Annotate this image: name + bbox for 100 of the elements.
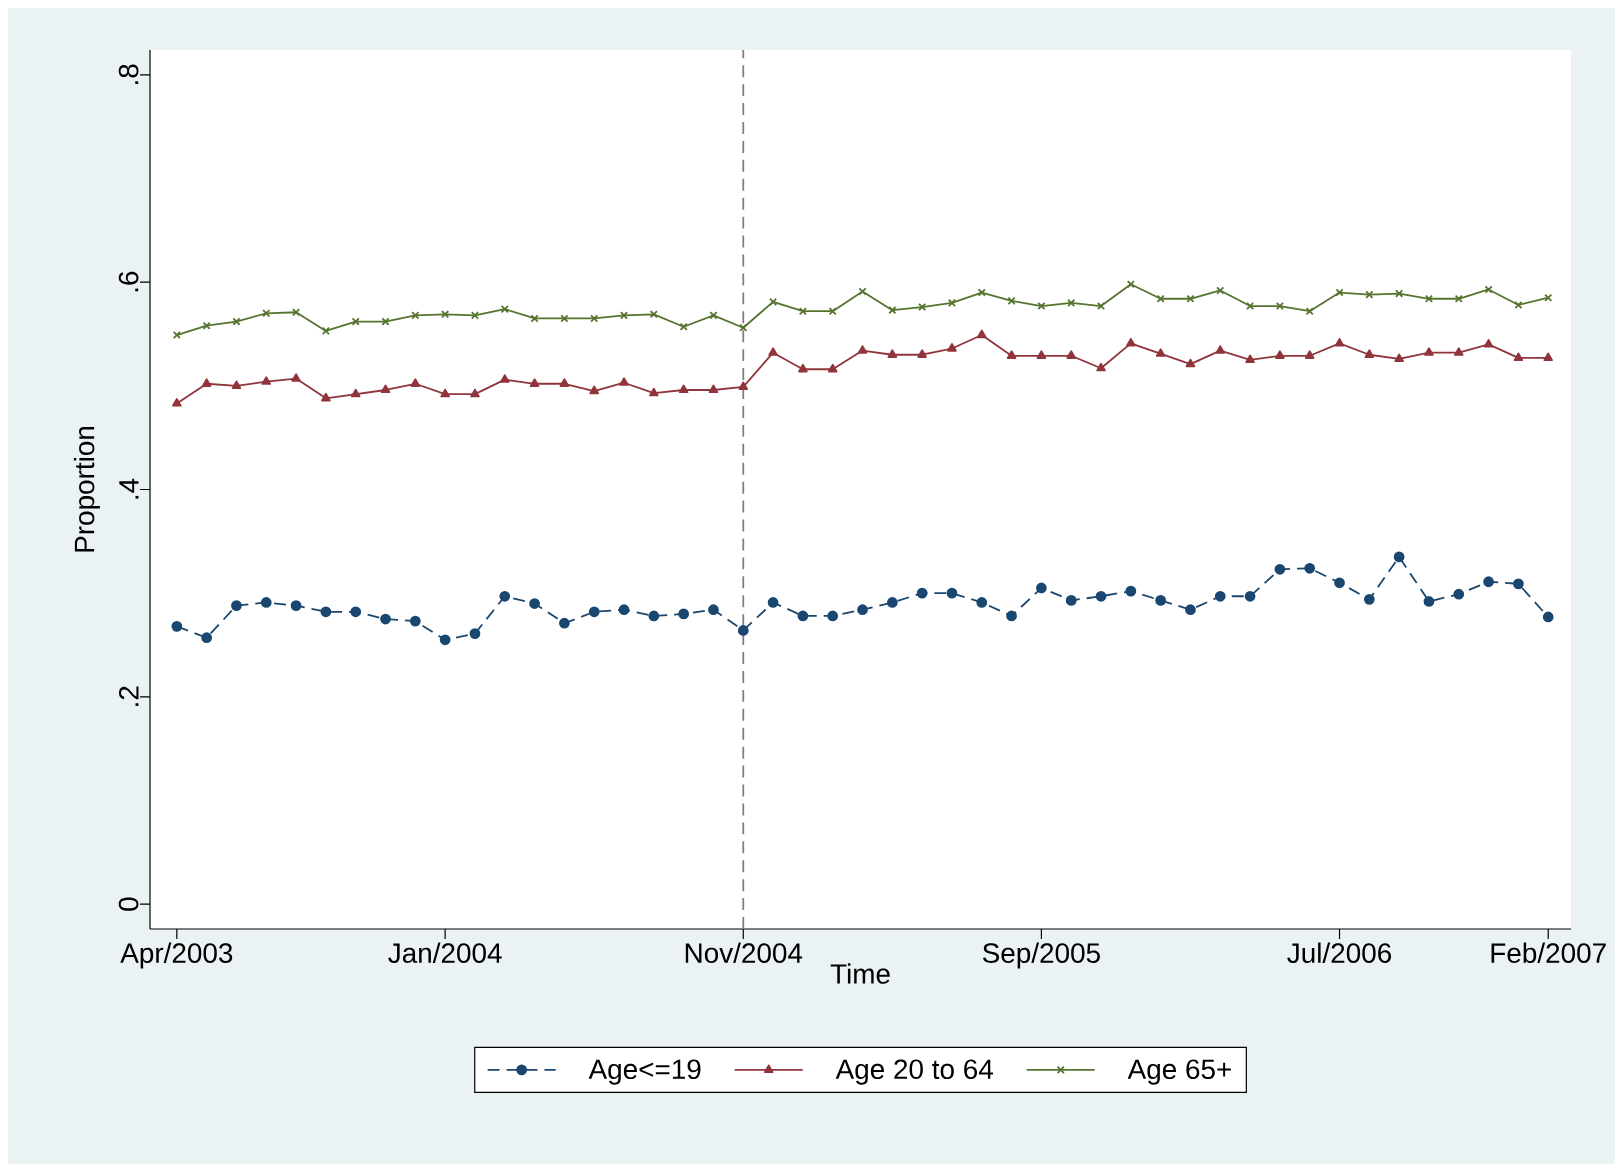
- point: [769, 297, 778, 306]
- point: [918, 302, 927, 312]
- point: [1096, 362, 1106, 372]
- point: [1394, 353, 1404, 363]
- point: [946, 587, 958, 599]
- point: [1214, 590, 1226, 602]
- point: [290, 600, 302, 611]
- point: [798, 363, 808, 373]
- point: [1335, 288, 1344, 297]
- point: [678, 384, 689, 394]
- point: [380, 384, 391, 394]
- point: [1334, 337, 1345, 347]
- x-tick-label: Feb/2007: [1491, 942, 1606, 963]
- point: [768, 347, 778, 356]
- point: [1453, 588, 1465, 600]
- point: [171, 620, 183, 632]
- point: [798, 307, 807, 316]
- point: [231, 600, 242, 611]
- point: [470, 388, 480, 398]
- y-tick-label: .2: [119, 686, 139, 706]
- point: [381, 317, 390, 326]
- y-tick-label: .8: [118, 64, 139, 84]
- point: [1483, 338, 1494, 348]
- point: [559, 617, 570, 629]
- y-axis-title: Proportion: [73, 426, 100, 552]
- point: [439, 634, 451, 646]
- point: [499, 590, 511, 602]
- point: [292, 308, 301, 317]
- point: [1185, 358, 1196, 368]
- point: [1067, 298, 1076, 307]
- point: [1304, 562, 1316, 574]
- point: [351, 317, 360, 326]
- point: [499, 374, 510, 383]
- point: [411, 311, 420, 320]
- point: [440, 388, 450, 398]
- point: [261, 376, 272, 385]
- point: [559, 378, 570, 387]
- point: [1304, 350, 1315, 359]
- point: [201, 378, 212, 387]
- point: [737, 625, 749, 636]
- point: [320, 606, 332, 618]
- point: [560, 314, 569, 323]
- point: [1036, 350, 1047, 359]
- point: [976, 329, 987, 339]
- point: [1423, 596, 1435, 607]
- point: [1334, 577, 1345, 589]
- point: [738, 381, 749, 391]
- point: [1155, 348, 1166, 357]
- point: [827, 610, 839, 622]
- point: [529, 378, 540, 387]
- point: [649, 387, 659, 397]
- point: [1365, 290, 1374, 299]
- point: [530, 314, 539, 323]
- point: [1155, 595, 1167, 606]
- point: [708, 604, 719, 616]
- point: [1066, 350, 1076, 359]
- point: [1216, 286, 1225, 295]
- point: [1274, 563, 1286, 575]
- point: [857, 604, 868, 616]
- point: [858, 287, 867, 296]
- point: [1275, 301, 1284, 311]
- point: [947, 343, 957, 352]
- point: [232, 317, 241, 326]
- point: [976, 597, 988, 608]
- point: [588, 606, 600, 618]
- point: [1036, 582, 1047, 594]
- point: [917, 349, 927, 358]
- point: [887, 349, 898, 358]
- point: [1096, 301, 1106, 311]
- point: [618, 604, 630, 616]
- point: [260, 597, 272, 608]
- point: [1484, 285, 1493, 294]
- point: [1393, 551, 1405, 563]
- point: [1006, 350, 1017, 359]
- y-tick-label: .4: [119, 478, 139, 499]
- x-tick-label: Jul/2006: [1287, 942, 1392, 963]
- point: [529, 598, 540, 609]
- point: [1245, 354, 1255, 364]
- point: [1006, 610, 1017, 622]
- point: [827, 363, 838, 373]
- point: [1513, 352, 1524, 361]
- point: [1125, 585, 1137, 597]
- point: [172, 330, 181, 340]
- point: [172, 398, 182, 407]
- point: [1246, 301, 1255, 311]
- point: [1542, 611, 1554, 623]
- y-tick-label: 0: [118, 897, 139, 911]
- point: [350, 388, 361, 398]
- point: [678, 608, 690, 620]
- point: [1364, 349, 1375, 358]
- point: [1215, 345, 1226, 354]
- point: [708, 384, 719, 394]
- x-tick-label: Apr/2003: [120, 942, 233, 969]
- point: [916, 587, 928, 599]
- x-axis-title: Time: [830, 963, 890, 984]
- point: [886, 597, 898, 608]
- legend-label: Age 65+: [1127, 1059, 1231, 1085]
- point: [409, 615, 421, 627]
- point: [648, 610, 660, 622]
- point: [1185, 604, 1196, 616]
